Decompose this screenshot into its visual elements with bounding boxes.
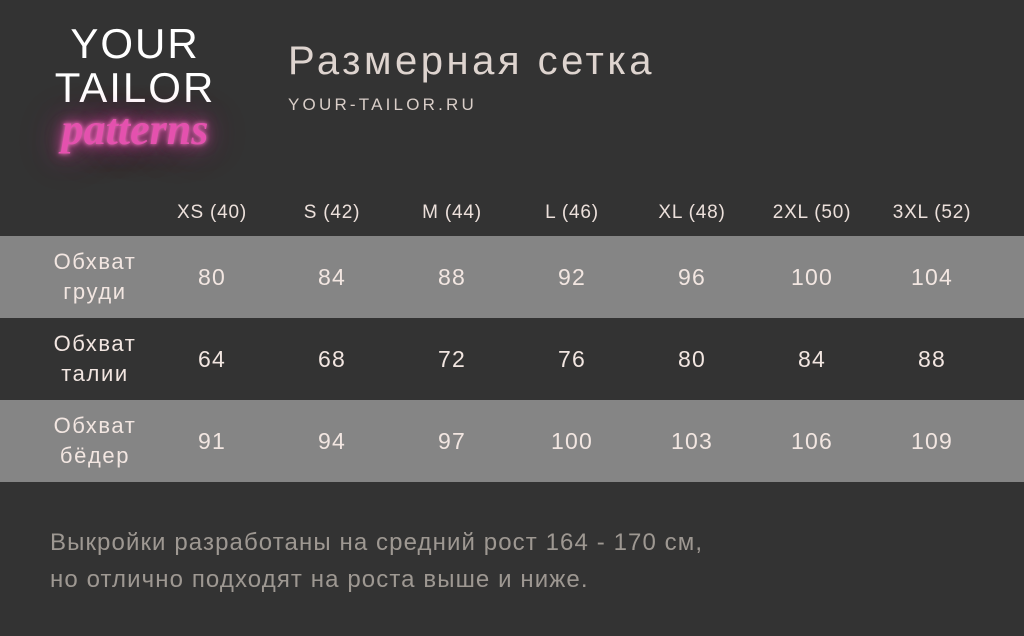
cell-waist-l: 76 bbox=[558, 345, 586, 372]
cell-waist-m: 72 bbox=[438, 345, 466, 372]
footer-note: Выкройки разработаны на средний рост 164… bbox=[50, 524, 980, 598]
cell-bust-xs: 80 bbox=[198, 263, 226, 290]
cell-waist-xs: 64 bbox=[198, 345, 226, 372]
row-label-waist: Обхват талии bbox=[14, 318, 176, 400]
row-label-line-1: Обхват bbox=[53, 331, 137, 356]
cell-hips-3xl: 109 bbox=[911, 427, 953, 454]
cell-hips-xs: 91 bbox=[198, 427, 226, 454]
brand-logo: YOUR TAILOR patterns bbox=[0, 22, 270, 154]
brand-line-1: YOUR bbox=[70, 20, 200, 67]
row-label-line-1: Обхват bbox=[53, 249, 137, 274]
cell-waist-xl: 80 bbox=[678, 345, 706, 372]
table-row: Обхват талии 64 68 72 76 80 84 88 bbox=[0, 318, 1024, 400]
cell-hips-xl: 103 bbox=[671, 427, 713, 454]
cell-hips-2xl: 106 bbox=[791, 427, 833, 454]
cell-hips-m: 97 bbox=[438, 427, 466, 454]
column-header-m: M (44) bbox=[422, 202, 482, 223]
cell-bust-l: 92 bbox=[558, 263, 586, 290]
cell-bust-2xl: 100 bbox=[791, 263, 833, 290]
footer-line-2: но отлично подходят на роста выше и ниже… bbox=[50, 566, 589, 593]
row-label-hips: Обхват бёдер bbox=[14, 400, 176, 482]
cell-hips-l: 100 bbox=[551, 427, 593, 454]
table-header-row: XS (40) S (42) M (44) L (46) XL (48) 2XL… bbox=[0, 190, 1024, 236]
cell-waist-s: 68 bbox=[318, 345, 346, 372]
cell-bust-3xl: 104 bbox=[911, 263, 953, 290]
row-label-line-1: Обхват bbox=[53, 413, 137, 438]
table-row: Обхват бёдер 91 94 97 100 103 106 109 bbox=[0, 400, 1024, 482]
footer-line-1: Выкройки разработаны на средний рост 164… bbox=[50, 529, 704, 556]
column-header-xl: XL (48) bbox=[658, 202, 726, 223]
brand-line-2: TAILOR bbox=[54, 64, 216, 111]
size-table: XS (40) S (42) M (44) L (46) XL (48) 2XL… bbox=[0, 190, 1024, 482]
row-label-bust: Обхват груди bbox=[14, 236, 176, 318]
title-block: Размерная сетка YOUR-TAILOR.RU bbox=[288, 36, 888, 116]
column-header-s: S (42) bbox=[303, 202, 361, 223]
cell-bust-xl: 96 bbox=[678, 263, 706, 290]
brand-script-word: patterns bbox=[61, 105, 209, 154]
column-header-2xl: 2XL (50) bbox=[772, 202, 852, 223]
table-row: Обхват груди 80 84 88 92 96 100 104 bbox=[0, 236, 1024, 318]
column-header-xs: XS (40) bbox=[176, 202, 247, 223]
cell-waist-3xl: 88 bbox=[918, 345, 946, 372]
cell-bust-m: 88 bbox=[438, 263, 466, 290]
cell-waist-2xl: 84 bbox=[798, 345, 826, 372]
row-label-line-2: талии bbox=[61, 361, 129, 386]
column-header-3xl: 3XL (52) bbox=[892, 202, 972, 223]
row-label-line-2: бёдер bbox=[59, 443, 131, 468]
row-label-line-2: груди bbox=[63, 279, 127, 304]
cell-bust-s: 84 bbox=[318, 263, 346, 290]
site-url: YOUR-TAILOR.RU bbox=[288, 95, 477, 114]
column-header-l: L (46) bbox=[545, 202, 599, 223]
page-title: Размерная сетка bbox=[288, 39, 655, 83]
cell-hips-s: 94 bbox=[318, 427, 346, 454]
